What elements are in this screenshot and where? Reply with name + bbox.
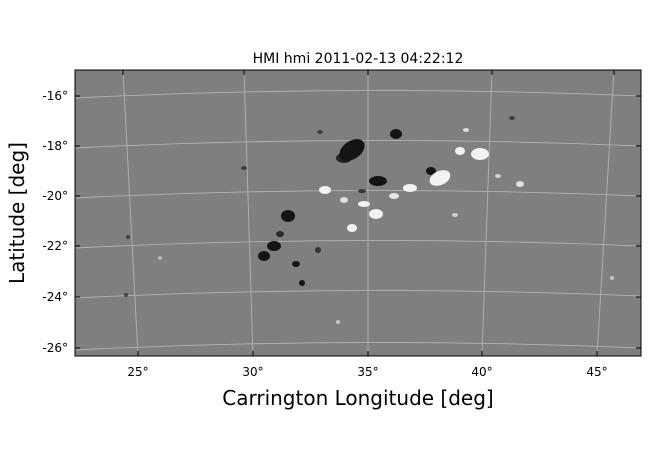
positive-polarity-patch [471, 148, 489, 160]
y-tick-label: -20° [42, 189, 68, 203]
x-tick-label: 35° [357, 365, 378, 379]
latitude-gridline [74, 240, 642, 249]
x-tick-label: 25° [127, 365, 148, 379]
x-tick-label: 45° [586, 365, 607, 379]
latitude-gridline [74, 290, 642, 299]
y-axis-label: Latitude [deg] [5, 142, 29, 284]
y-tick-labels: -16° -18° -20° -22° -24° -26° [42, 89, 68, 355]
negative-polarity-patch [281, 210, 295, 222]
negative-polarity-patch [276, 231, 284, 237]
longitude-gridline [243, 69, 254, 357]
positive-polarity-patch [452, 213, 458, 217]
y-tick-label: -22° [42, 239, 68, 253]
negative-polarity-patch [369, 176, 387, 186]
negative-polarity-patch [336, 153, 352, 163]
y-tick-label: -18° [42, 139, 68, 153]
x-tick-labels: 25° 30° 35° 40° 45° [127, 365, 607, 379]
negative-polarity-patch [124, 293, 128, 297]
positive-polarity-regions [158, 128, 614, 324]
x-tick-label: 30° [242, 365, 263, 379]
latitude-gridline [74, 190, 642, 199]
positive-polarity-patch [516, 181, 524, 187]
x-tick-label: 40° [471, 365, 492, 379]
positive-polarity-patch [403, 184, 417, 192]
y-tick-label: -24° [42, 290, 68, 304]
positive-polarity-patch [389, 193, 399, 199]
positive-polarity-patch [336, 320, 340, 324]
positive-polarity-patch [610, 276, 614, 280]
longitude-gridline [481, 69, 493, 357]
positive-polarity-patch [369, 209, 383, 219]
negative-polarity-patch [358, 189, 366, 193]
negative-polarity-patch [390, 129, 402, 139]
positive-polarity-patch [495, 174, 501, 178]
positive-polarity-patch [158, 256, 162, 260]
positive-polarity-patch [429, 170, 451, 186]
latitude-gridline [74, 342, 642, 351]
negative-polarity-patch [126, 235, 130, 239]
plot-frame [74, 69, 642, 357]
negative-polarity-patch [267, 241, 281, 251]
negative-polarity-patch [509, 116, 515, 120]
longitude-gridline [596, 69, 615, 357]
negative-polarity-patch [258, 251, 270, 261]
x-axis-label: Carrington Longitude [deg] [222, 386, 493, 410]
negative-polarity-patch [241, 166, 247, 170]
positive-polarity-patch [463, 128, 469, 132]
y-tick-label: -16° [42, 89, 68, 103]
y-tick-label: -26° [42, 341, 68, 355]
plot-area [74, 69, 642, 357]
tick-marks [75, 70, 641, 356]
negative-polarity-patch [315, 247, 321, 253]
negative-polarity-patch [299, 280, 305, 286]
magnetogram-background [75, 70, 641, 356]
figure-title: HMI hmi 2011-02-13 04:22:12 [253, 51, 464, 67]
positive-polarity-patch [319, 186, 331, 194]
negative-polarity-regions [124, 116, 515, 297]
positive-polarity-patch [358, 201, 370, 207]
negative-polarity-patch [317, 130, 323, 134]
coordinate-grid [74, 69, 642, 357]
positive-polarity-patch [340, 197, 348, 203]
longitude-gridline [122, 69, 139, 357]
positive-polarity-patch [347, 224, 357, 232]
positive-polarity-patch [455, 147, 465, 155]
negative-polarity-patch [292, 261, 300, 267]
negative-polarity-patch [426, 167, 436, 175]
latitude-gridline [74, 90, 642, 99]
